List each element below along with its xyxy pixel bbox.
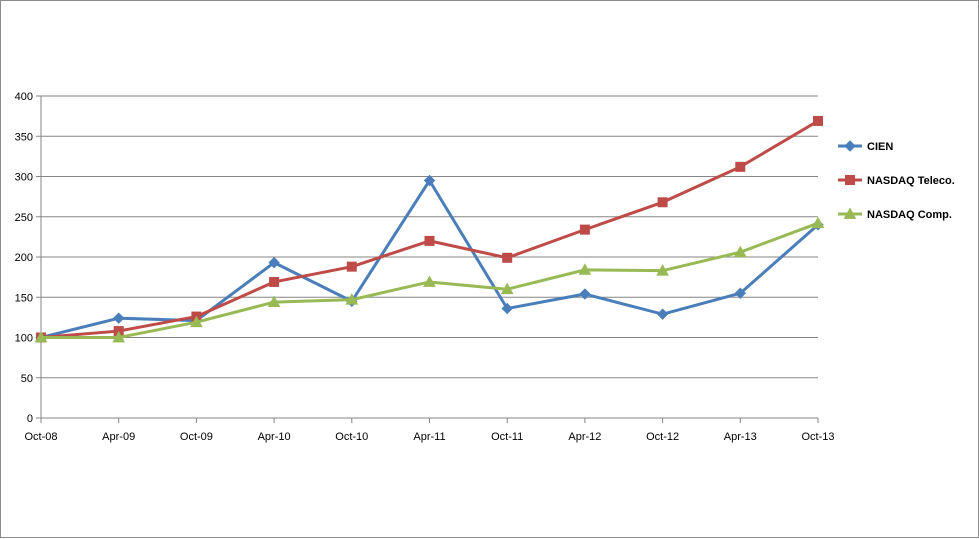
series-2-point-3 bbox=[267, 295, 281, 307]
legend-label-1: NASDAQ Teleco. bbox=[867, 175, 955, 187]
series-1-point-6 bbox=[502, 252, 513, 263]
legend-label-0: CIEN bbox=[867, 141, 893, 153]
legend-marker-1 bbox=[845, 175, 855, 185]
series-2-point-4 bbox=[345, 293, 359, 305]
series-0-point-5 bbox=[423, 174, 436, 187]
series-2-point-10 bbox=[811, 216, 825, 229]
series-2-point-0 bbox=[34, 330, 48, 343]
x-tick-label-Apr-09: Apr-09 bbox=[102, 431, 135, 443]
x-tick-label-Oct-09: Oct-09 bbox=[180, 431, 213, 443]
legend-entry-2: NASDAQ Comp. bbox=[838, 207, 952, 221]
x-tick-label-Oct-10: Oct-10 bbox=[335, 431, 368, 443]
x-tick-label-Apr-11: Apr-11 bbox=[413, 431, 445, 443]
x-tick-label-Oct-13: Oct-13 bbox=[801, 431, 834, 443]
series-0-point-8 bbox=[656, 308, 669, 320]
series-2 bbox=[34, 216, 825, 343]
series-2-point-8 bbox=[656, 264, 669, 276]
y-tick-label-50: 50 bbox=[21, 373, 33, 385]
legend: CIEN NASDAQ Teleco. NASDAQ Comp. bbox=[838, 140, 955, 221]
series-0-point-1 bbox=[112, 312, 125, 324]
series-2-point-1 bbox=[112, 330, 126, 343]
legend-marker-0 bbox=[844, 140, 856, 152]
y-tick-label-250: 250 bbox=[15, 212, 33, 224]
series-1-point-10 bbox=[813, 115, 823, 126]
series-1-point-5 bbox=[424, 235, 435, 246]
series-0-point-9 bbox=[734, 287, 747, 299]
y-tick-label-400: 400 bbox=[15, 91, 33, 103]
x-tick-label-Oct-08: Oct-08 bbox=[24, 431, 57, 443]
legend-label-2: NASDAQ Comp. bbox=[867, 209, 952, 221]
y-tick-label-150: 150 bbox=[15, 292, 33, 304]
series-1-point-8 bbox=[657, 197, 668, 208]
x-tick-label-Oct-11: Oct-11 bbox=[491, 431, 523, 443]
x-tick-label-Oct-12: Oct-12 bbox=[646, 431, 679, 443]
series-1-point-7 bbox=[579, 224, 590, 235]
series-0-point-6 bbox=[501, 302, 513, 315]
series-2-point-5 bbox=[423, 275, 436, 287]
series-2-point-6 bbox=[500, 282, 514, 295]
x-tick-label-Apr-13: Apr-13 bbox=[724, 431, 757, 443]
legend-entry-0: CIEN bbox=[838, 140, 893, 153]
y-tick-label-100: 100 bbox=[15, 333, 33, 345]
x-axis-ticks: Oct-08 Apr-09 Oct-09 Apr-10 Oct-10 Apr-11 Oct-… bbox=[24, 418, 835, 443]
series-1-point-9 bbox=[735, 161, 746, 172]
series-0-point-7 bbox=[579, 288, 591, 300]
x-tick-label-Apr-10: Apr-10 bbox=[258, 431, 291, 443]
legend-marker-2 bbox=[843, 207, 857, 219]
series-group bbox=[34, 115, 825, 344]
y-tick-label-350: 350 bbox=[15, 131, 33, 143]
legend-entry-1: NASDAQ Teleco. bbox=[838, 175, 955, 187]
series-1 bbox=[36, 115, 823, 343]
series-0 bbox=[35, 174, 824, 344]
series-1-point-4 bbox=[346, 261, 357, 272]
y-tick-label-0: 0 bbox=[27, 413, 33, 425]
y-axis-ticks: 0 50 100 150 200 250 300 350 400 bbox=[15, 91, 41, 425]
series-0-point-3 bbox=[268, 256, 280, 269]
series-1-point-3 bbox=[269, 276, 280, 287]
series-2-point-7 bbox=[578, 263, 592, 275]
y-tick-label-300: 300 bbox=[15, 172, 33, 184]
series-line-0 bbox=[40, 179, 819, 339]
series-2-point-9 bbox=[733, 245, 747, 258]
series-2-point-2 bbox=[190, 315, 203, 328]
y-tick-label-200: 200 bbox=[15, 252, 33, 264]
x-tick-label-Apr-12: Apr-12 bbox=[568, 431, 601, 443]
